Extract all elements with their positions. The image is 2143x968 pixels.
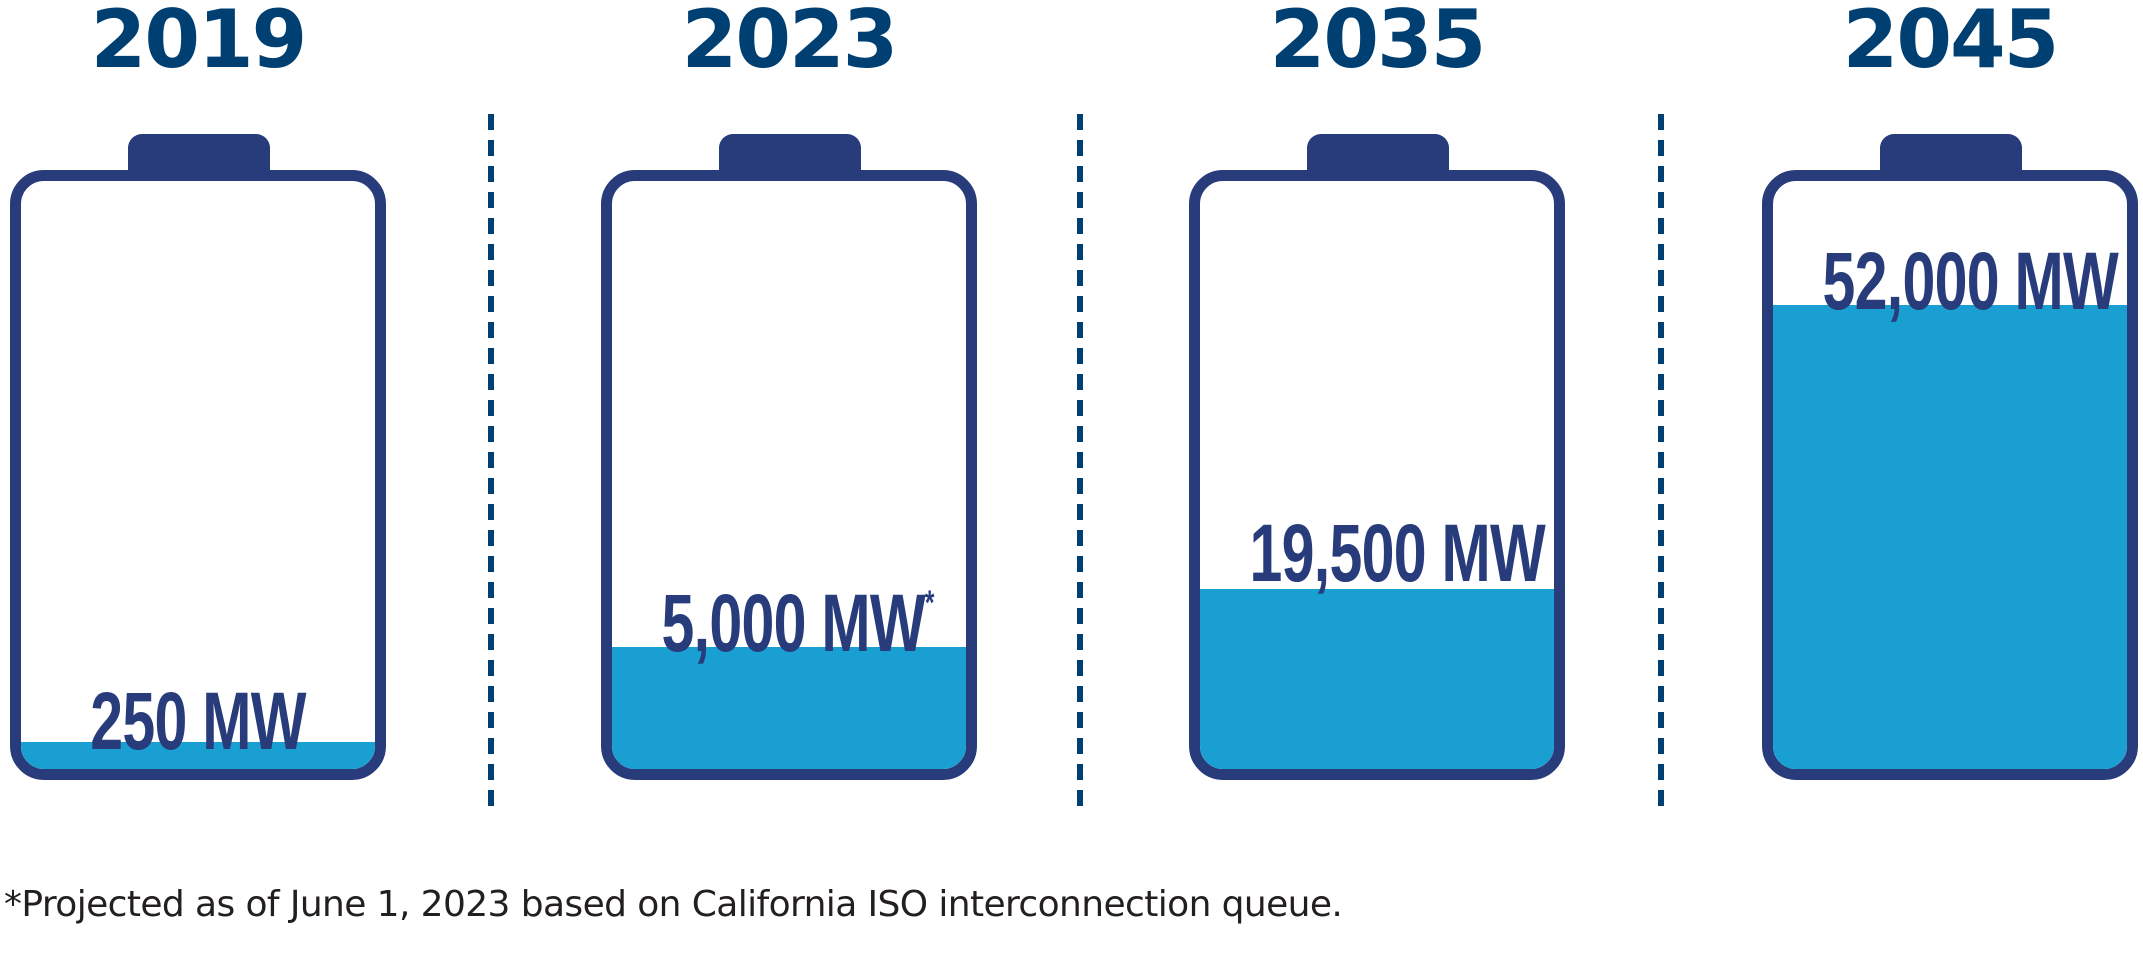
battery-body: 52,000 MW xyxy=(1762,170,2138,780)
battery-fill xyxy=(21,742,375,769)
battery-body: 19,500 MW xyxy=(1189,170,1565,780)
battery-2023: 5,000 MW* xyxy=(601,134,977,780)
capacity-value: 5,000 MW* xyxy=(662,583,935,665)
year-label-2023: 2023 xyxy=(681,0,899,86)
year-label-2019: 2019 xyxy=(90,0,308,86)
battery-body: 5,000 MW* xyxy=(601,170,977,780)
battery-2019: 250 MW xyxy=(10,134,386,780)
battery-2045: 52,000 MW xyxy=(1762,134,2138,780)
capacity-value: 19,500 MW xyxy=(1250,513,1546,595)
dashed-divider xyxy=(488,114,494,810)
capacity-value: 250 MW xyxy=(71,681,326,763)
capacity-label: 52,000 MW xyxy=(1822,236,2119,327)
capacity-value: 52,000 MW xyxy=(1823,241,2119,323)
capacity-label: 5,000 MW xyxy=(661,578,926,669)
battery-cap-icon xyxy=(128,134,270,176)
battery-fill xyxy=(1200,589,1554,769)
battery-cap-icon xyxy=(1880,134,2022,176)
battery-2035: 19,500 MW xyxy=(1189,134,1565,780)
footnote: *Projected as of June 1, 2023 based on C… xyxy=(4,884,1343,925)
dashed-divider xyxy=(1077,114,1083,810)
year-label-2035: 2035 xyxy=(1269,0,1487,86)
battery-fill xyxy=(1773,305,2127,769)
year-label-2045: 2045 xyxy=(1842,0,2060,86)
footnote-asterisk: * xyxy=(924,584,935,622)
battery-cap-icon xyxy=(719,134,861,176)
capacity-label: 250 MW xyxy=(90,676,306,767)
battery-cap-icon xyxy=(1307,134,1449,176)
battery-fill xyxy=(612,647,966,769)
battery-body: 250 MW xyxy=(10,170,386,780)
dashed-divider xyxy=(1658,114,1664,810)
capacity-label: 19,500 MW xyxy=(1249,508,1546,599)
